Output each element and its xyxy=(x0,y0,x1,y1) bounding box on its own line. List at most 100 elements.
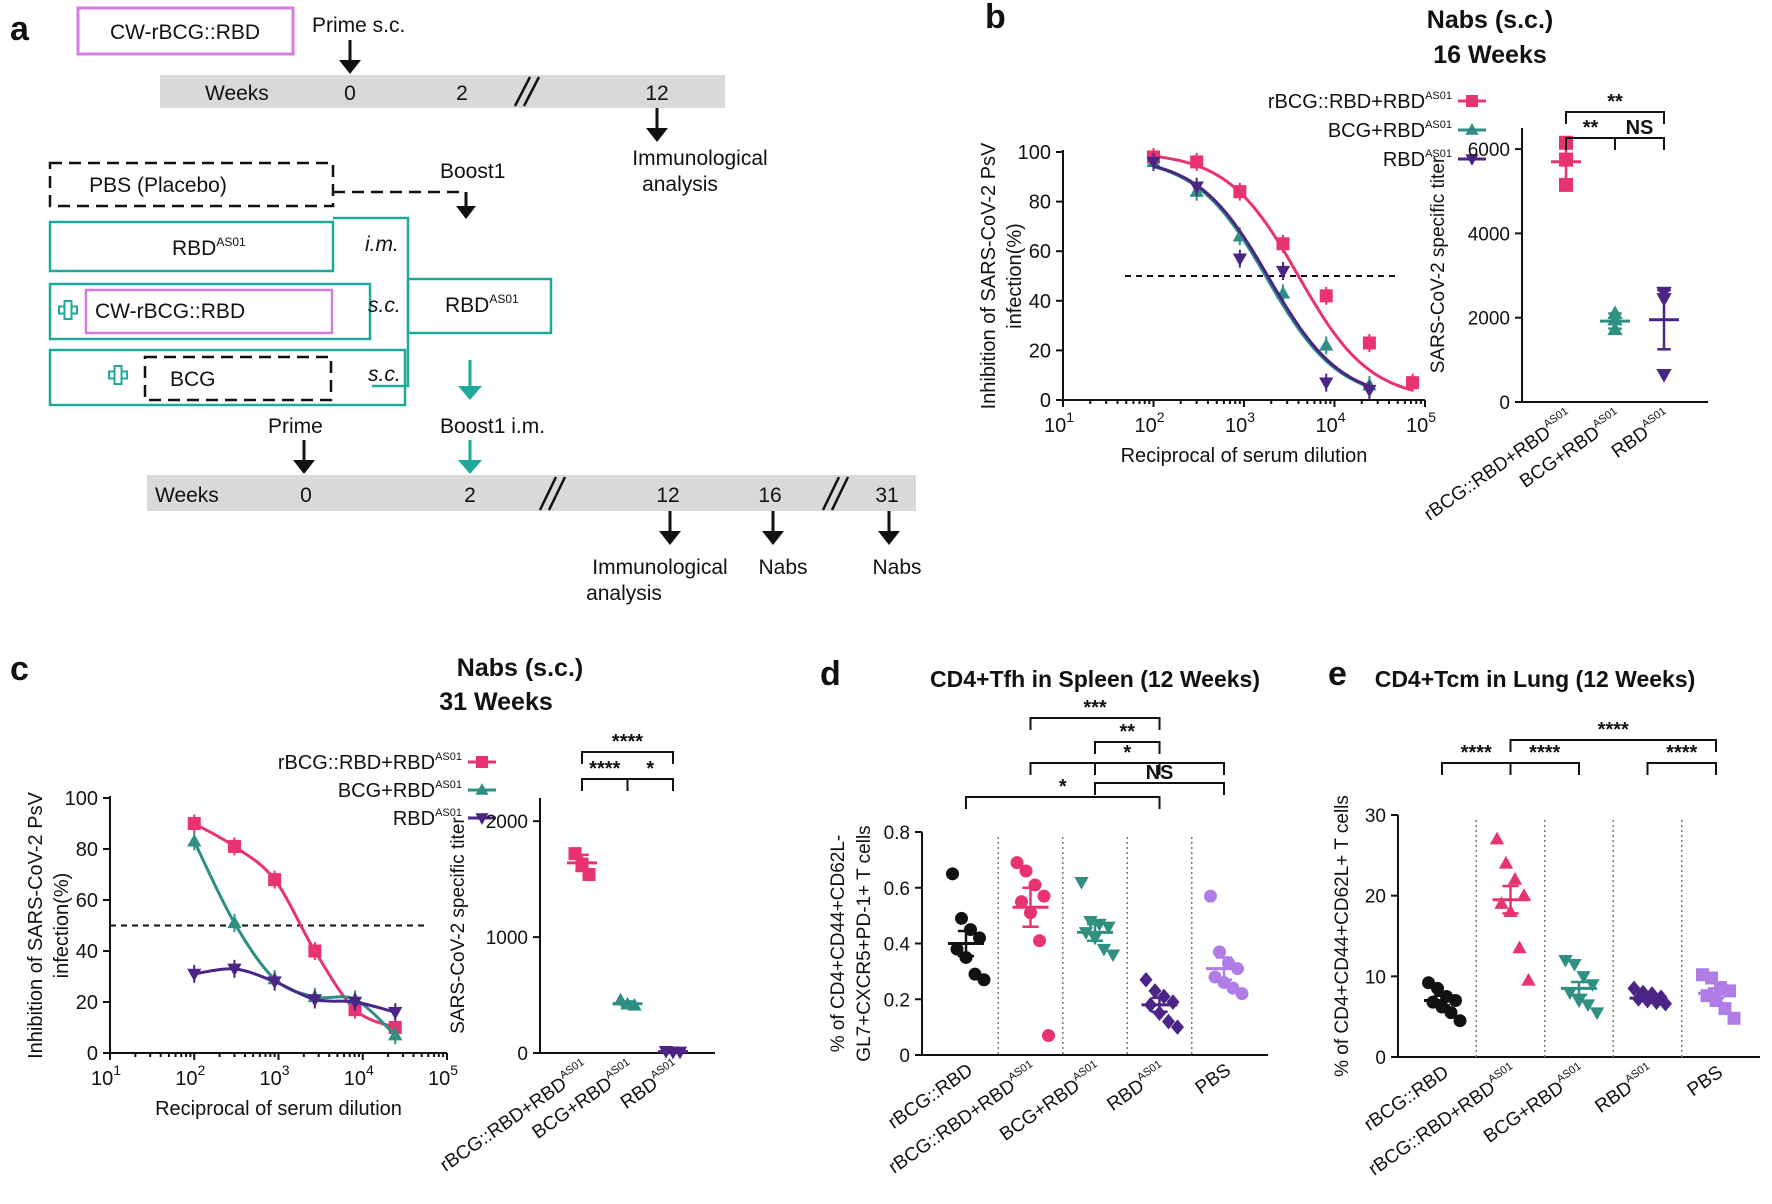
bottom-week-31: 31 xyxy=(875,484,898,507)
y-tick-label: 40 xyxy=(1029,291,1051,313)
group-0-point xyxy=(950,942,964,956)
y-tick-label: 60 xyxy=(1029,241,1051,263)
bcg-label: BCG xyxy=(170,368,216,391)
series-1-point xyxy=(187,833,202,847)
group-3-point xyxy=(1659,995,1672,1012)
legend-label-2: RBDAS01 xyxy=(393,807,462,830)
prime-arrow-icon xyxy=(339,60,361,74)
bottom-week-2: 2 xyxy=(464,484,476,507)
group-1-point xyxy=(1498,855,1514,869)
y-tick-label: 30 xyxy=(1365,806,1386,827)
y-tick-label: 60 xyxy=(76,890,98,912)
significance-bracket xyxy=(581,778,629,791)
series-2-point xyxy=(347,996,363,1010)
group-2-point xyxy=(1558,955,1573,968)
boost1-im-label: Boost1 i.m. xyxy=(440,415,545,438)
bottom-break-mark-1 xyxy=(538,476,558,511)
y-tick-label: 10 xyxy=(1365,967,1386,988)
panel-c-title: Nabs (s.c.) xyxy=(457,654,583,682)
cw-rbcg-group-box xyxy=(48,282,372,341)
x-tick-label: 102 xyxy=(175,1062,205,1090)
significance-bracket xyxy=(626,778,674,791)
group-4-point xyxy=(1213,945,1226,959)
significance-bracket xyxy=(1614,137,1665,150)
significance-bracket xyxy=(1441,762,1512,775)
significance-bracket xyxy=(1646,762,1717,775)
series-2-point xyxy=(1146,156,1161,170)
legend-label-0: rBCG::RBD+RBDAS01 xyxy=(1268,90,1452,113)
group-0-point xyxy=(1431,981,1444,995)
nabs31-arrow-icon xyxy=(878,531,900,545)
significance-label: *** xyxy=(1083,697,1107,719)
x-tick-label: 101 xyxy=(1044,409,1074,437)
y-axis-label: Inhibition of SARS-CoV-2 PsV infection(%) xyxy=(978,142,1026,409)
cw-rbcg-label: CW-rBCG::RBD xyxy=(95,300,245,323)
y-axis-label: SARS-CoV-2 specific titer xyxy=(448,817,469,1034)
group-0-point xyxy=(977,973,991,987)
significance-bracket xyxy=(1509,739,1717,752)
route-im-label: i.m. xyxy=(365,233,399,256)
x-tick-label: 105 xyxy=(428,1062,458,1090)
significance-label: NS xyxy=(1146,762,1174,784)
group-1-point xyxy=(1019,864,1033,878)
y-axis-label: % of CD4+CD44+CD62L- GL7+CXCR5+PD-1+ T ce… xyxy=(828,825,875,1061)
group-3-point xyxy=(1171,1019,1184,1035)
nabs16-arrow-icon xyxy=(762,531,784,545)
y-axis-label: SARS-CoV-2 specific titer xyxy=(1428,156,1449,373)
group-3-point xyxy=(1139,971,1153,988)
y-tick-label: 1000 xyxy=(486,928,528,949)
y-tick-label: 6000 xyxy=(1468,140,1510,161)
group-0-point xyxy=(1453,1014,1467,1028)
group-0-point xyxy=(955,911,968,925)
significance-label: * xyxy=(1059,776,1067,798)
pbs-box xyxy=(48,161,335,208)
category-label-3: RBDAS01 xyxy=(1102,1058,1170,1115)
significance-label: NS xyxy=(1626,117,1654,139)
group-1-point xyxy=(1010,856,1024,870)
legend-marker-1 xyxy=(1465,123,1479,135)
series-2-point xyxy=(1232,253,1248,267)
y-tick-label: 20 xyxy=(76,992,98,1014)
teal-arrow-2-icon xyxy=(458,460,482,474)
group-4-point xyxy=(1723,984,1736,998)
immuno-arrow-top-icon xyxy=(646,128,668,142)
y-tick-label: 0.8 xyxy=(884,823,910,844)
panel-e-title: CD4+Tcm in Lung (12 Weeks) xyxy=(1375,666,1696,692)
group-2-point xyxy=(1580,999,1596,1013)
group-3-point xyxy=(1627,980,1641,997)
panel-c-subtitle: 31 Weeks xyxy=(439,688,553,716)
group-2-point xyxy=(1562,987,1578,1000)
group-3-point xyxy=(1162,1013,1175,1030)
y-axis-label: % of CD4+CD44+CD62L+ T cells xyxy=(1332,795,1353,1077)
legend-label-1: BCG+RBDAS01 xyxy=(1328,119,1452,142)
significance-label: ** xyxy=(1119,721,1135,743)
group-1-point xyxy=(1521,972,1536,986)
panel-label-a: a xyxy=(10,10,30,48)
bottom-break-mark-4 xyxy=(830,476,850,511)
group-1-point xyxy=(1512,940,1527,954)
series-0-point xyxy=(1362,336,1376,350)
nabs31-label: Nabs xyxy=(872,556,921,579)
group-3-point xyxy=(1148,983,1162,999)
plus-icon xyxy=(108,365,128,385)
pbs-label: PBS (Placebo) xyxy=(89,174,227,197)
series-0-point xyxy=(268,873,282,887)
series-2-point xyxy=(1189,181,1204,195)
significance-label: **** xyxy=(1461,742,1492,764)
cw-rbcg-inner-box xyxy=(84,288,334,335)
series-2-point xyxy=(1319,377,1334,391)
significance-label: **** xyxy=(1529,742,1560,764)
teal-arrow-1-icon xyxy=(458,386,482,400)
nabs16-label: Nabs xyxy=(758,556,807,579)
bottom-break-mark-3 xyxy=(821,476,841,511)
curve-2 xyxy=(1153,164,1370,388)
significance-bracket xyxy=(1565,137,1616,150)
significance-label: * xyxy=(646,758,654,780)
bottom-immuno-line2: analysis xyxy=(586,582,662,605)
significance-bracket xyxy=(581,751,674,764)
x-tick-label: 101 xyxy=(91,1062,121,1090)
top-cw-rbcg-box xyxy=(76,6,295,56)
rbd-as01-label: RBDAS01 xyxy=(172,235,246,260)
bottom-week-0: 0 xyxy=(300,484,312,507)
